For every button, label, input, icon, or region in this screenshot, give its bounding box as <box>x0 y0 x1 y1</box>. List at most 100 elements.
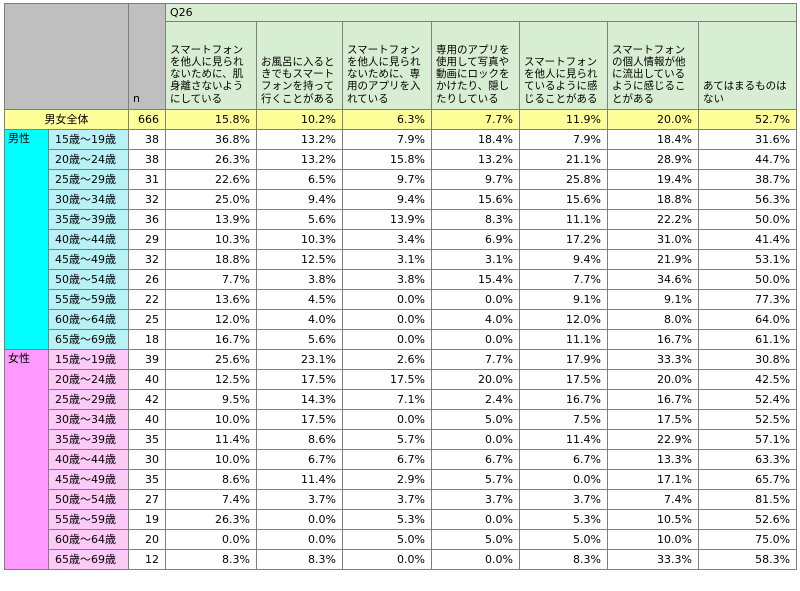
value-cell: 11.1% <box>519 209 608 230</box>
value-cell: 7.7% <box>431 349 520 370</box>
value-cell: 15.8% <box>342 149 432 170</box>
value-cell: 34.6% <box>607 269 699 290</box>
value-cell: 8.3% <box>256 549 343 570</box>
age-label: 60歳～64歳 <box>48 309 129 330</box>
table-row: 男性 15歳～19歳 38 36.8% 13.2% 7.9% 18.4% 7.9% 18.4% 3… <box>4 129 798 350</box>
value-cell: 10.3% <box>256 229 343 250</box>
value-cell: 16.7% <box>519 389 608 410</box>
value-cell: 17.5% <box>256 409 343 430</box>
value-cell: 64.0% <box>697 309 798 330</box>
value-cell: 33.3% <box>607 349 699 370</box>
value-cell: 65.7% <box>697 469 798 490</box>
value-cell: 12.5% <box>165 369 257 390</box>
survey-table: n Q26 スマートフォンを他人に見られないために、肌身離さないようにしているお… <box>4 3 798 570</box>
n-cell: 30 <box>128 449 166 470</box>
table-row: 25歳～29歳 31 22.6% 6.5% 9.7% 9.7% 25.8% 19.4% 38.7… <box>5 169 798 190</box>
value-cell: 6.9% <box>431 229 520 250</box>
value-cell: 7.9% <box>519 129 608 150</box>
value-cell: 52.6% <box>697 509 798 530</box>
value-cell: 13.3% <box>607 449 699 470</box>
value-cell: 7.5% <box>519 409 608 430</box>
value-cell: 15.6% <box>431 189 520 210</box>
n-cell: 35 <box>128 469 166 490</box>
value-cell: 21.1% <box>519 149 608 170</box>
value-cell: 13.6% <box>165 289 257 310</box>
n-cell: 32 <box>128 189 166 210</box>
value-cell: 11.4% <box>165 429 257 450</box>
age-label: 25歳～29歳 <box>48 169 129 190</box>
value-cell: 58.3% <box>697 549 798 570</box>
age-label: 25歳～29歳 <box>48 389 129 410</box>
value-cell: 25.8% <box>519 169 608 190</box>
value-cell: 38.7% <box>697 169 798 190</box>
n-cell: 40 <box>128 409 166 430</box>
value-cell: 0.0% <box>256 529 343 550</box>
table-row: 60歳～64歳 25 12.0% 4.0% 0.0% 4.0% 12.0% 8.0% 64.0% <box>5 309 798 330</box>
value-cell: 9.4% <box>342 189 432 210</box>
value-cell: 7.7% <box>519 269 608 290</box>
value-cell: 3.8% <box>256 269 343 290</box>
value-cell: 5.0% <box>342 529 432 550</box>
value-cell: 50.0% <box>697 269 798 290</box>
age-label: 65歳～69歳 <box>48 329 129 350</box>
value-cell: 6.7% <box>256 449 343 470</box>
value-cell: 50.0% <box>697 209 798 230</box>
column-header: お風呂に入るときでもスマートフォンを持って行くことがある <box>256 21 343 110</box>
value-cell: 26.3% <box>165 149 257 170</box>
age-label: 65歳～69歳 <box>48 549 129 570</box>
age-label: 45歳～49歳 <box>48 469 129 490</box>
value-cell: 28.9% <box>607 149 699 170</box>
n-cell: 26 <box>128 269 166 290</box>
value-cell: 25.0% <box>165 189 257 210</box>
value-cell: 13.2% <box>256 149 343 170</box>
table-row: 55歳～59歳 22 13.6% 4.5% 0.0% 0.0% 9.1% 9.1% 77.3% <box>5 289 798 310</box>
value-cell: 9.7% <box>431 169 520 190</box>
value-cell: 20.0% <box>607 369 699 390</box>
total-value: 20.0% <box>607 109 699 130</box>
value-cell: 6.5% <box>256 169 343 190</box>
value-cell: 33.3% <box>607 549 699 570</box>
table-row: 40歳～44歳 29 10.3% 10.3% 3.4% 6.9% 17.2% 31.0% 41.… <box>5 229 798 250</box>
value-cell: 0.0% <box>431 429 520 450</box>
value-cell: 9.1% <box>607 289 699 310</box>
value-cell: 0.0% <box>342 289 432 310</box>
value-cell: 17.5% <box>256 369 343 390</box>
value-cell: 18.4% <box>431 129 520 150</box>
value-cell: 4.0% <box>431 309 520 330</box>
value-cell: 8.3% <box>165 549 257 570</box>
column-header: あてはまるものはない <box>697 21 798 110</box>
value-cell: 10.0% <box>165 409 257 430</box>
value-cell: 11.1% <box>519 329 608 350</box>
value-cell: 5.6% <box>256 209 343 230</box>
value-cell: 2.9% <box>342 469 432 490</box>
corner-cell <box>4 3 129 110</box>
value-cell: 12.5% <box>256 249 343 270</box>
value-cell: 16.7% <box>607 329 699 350</box>
value-cell: 3.4% <box>342 229 432 250</box>
value-cell: 0.0% <box>431 509 520 530</box>
value-cell: 26.3% <box>165 509 257 530</box>
total-value: 52.7% <box>697 109 798 130</box>
value-cell: 0.0% <box>342 309 432 330</box>
value-cell: 8.6% <box>165 469 257 490</box>
table-row: 50歳～54歳 26 7.7% 3.8% 3.8% 15.4% 7.7% 34.6% 50.0% <box>5 269 798 290</box>
value-cell: 36.8% <box>165 129 257 150</box>
value-cell: 17.1% <box>607 469 699 490</box>
age-label: 35歳～39歳 <box>48 429 129 450</box>
total-label: 男女全体 <box>4 109 129 130</box>
value-cell: 61.1% <box>697 329 798 350</box>
n-cell: 29 <box>128 229 166 250</box>
table-row: 65歳～69歳 12 8.3% 8.3% 0.0% 0.0% 8.3% 33.3% 58.3% <box>5 549 798 570</box>
age-label: 55歳～59歳 <box>48 509 129 530</box>
column-header: スマートフォンを他人に見られないために、肌身離さないようにしている <box>165 21 257 110</box>
total-value: 6.3% <box>342 109 432 130</box>
question-label: Q26 <box>164 3 798 22</box>
value-cell: 17.9% <box>519 349 608 370</box>
n-cell: 20 <box>128 529 166 550</box>
value-cell: 0.0% <box>256 509 343 530</box>
value-cell: 0.0% <box>431 549 520 570</box>
value-cell: 17.5% <box>607 409 699 430</box>
n-cell: 40 <box>128 369 166 390</box>
value-cell: 9.4% <box>519 249 608 270</box>
n-header: n <box>128 3 166 110</box>
